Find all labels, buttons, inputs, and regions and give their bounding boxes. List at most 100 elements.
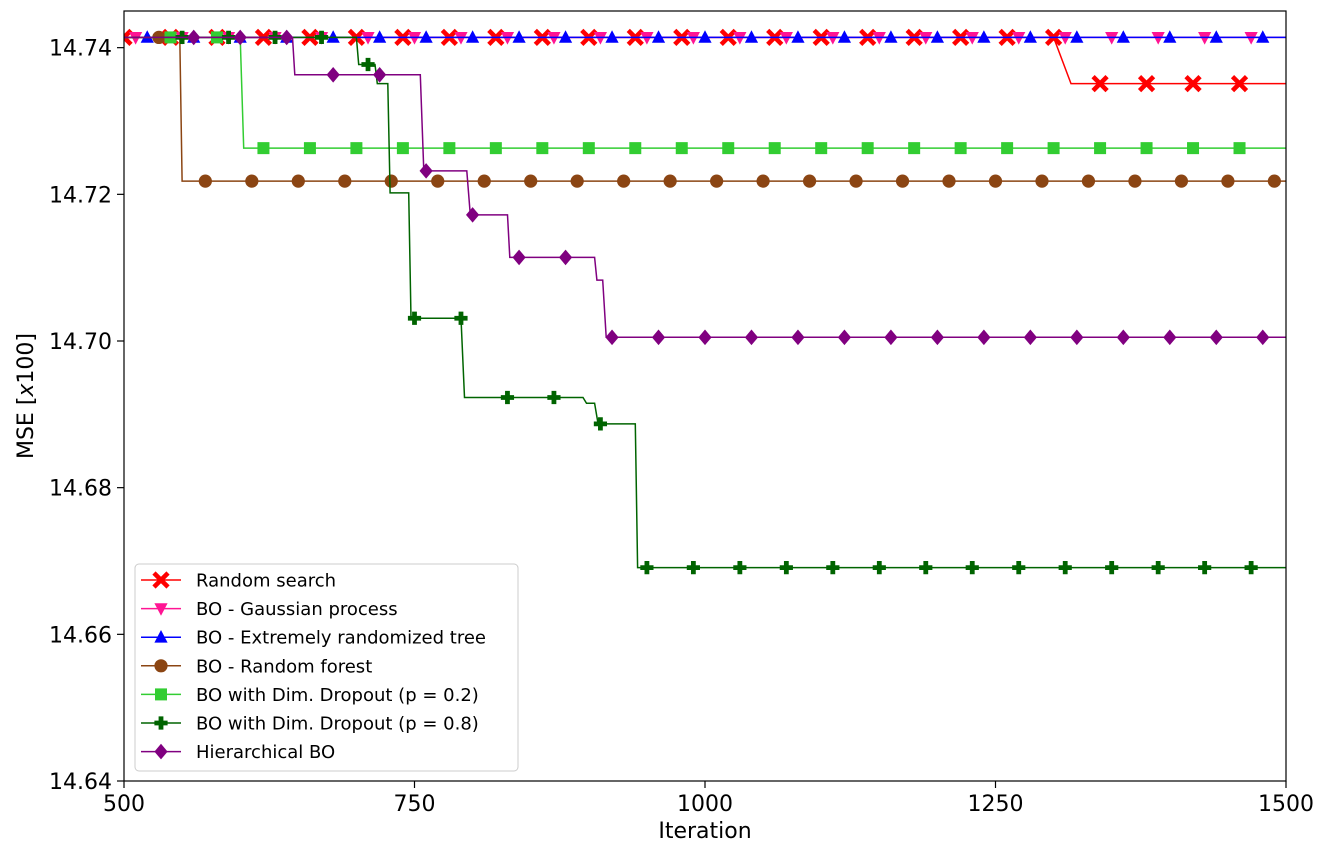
y-axis-label: MSE [x100] [14,333,39,459]
data-point [303,142,316,155]
data-point [280,29,294,46]
legend-label: BO - Gaussian process [196,599,398,620]
legend-item: BO - Random forest [141,656,372,677]
series-line [124,36,1286,339]
legend-label: BO with Dim. Dropout (p = 0.8) [196,714,479,735]
data-point [407,311,422,325]
data-point [1001,142,1014,155]
data-point [1094,142,1107,155]
data-point [930,329,944,346]
y-axis: 14.64 14.66 14.68 14.70 14.72 14.74 [49,37,124,795]
x-tick-label: 500 [103,792,145,817]
legend: Random search BO - Gaussian process BO - E… [134,563,519,772]
legend-swatch-marker [154,630,168,643]
data-point [593,32,608,45]
data-point [1023,30,1037,43]
data-point [1070,329,1084,346]
data-point [1163,30,1177,43]
data-point [802,174,817,188]
data-point [524,174,538,188]
data-point [733,561,747,575]
data-point [1198,561,1212,575]
data-point [872,561,886,575]
data-point [779,561,793,575]
data-point [245,174,259,188]
data-point [512,30,526,43]
y-tick-label: 14.74 [49,37,112,62]
legend-label: Hierarchical BO [196,742,335,763]
data-point [768,142,781,155]
data-point [1070,30,1084,43]
data-point [722,142,735,155]
data-point [454,311,468,325]
data-point [1137,74,1156,93]
data-point [698,329,712,346]
legend-item: Hierarchical BO [141,742,335,763]
data-point [1151,561,1165,575]
data-point [988,174,1003,188]
data-point [373,67,387,83]
data-point [908,142,921,155]
data-point [640,32,654,45]
data-point [419,30,433,43]
data-point [663,174,677,188]
data-point [837,329,852,346]
data-point [617,174,631,188]
x-axis: 500 750 1000 1250 1500 [103,781,1314,817]
data-point [686,561,700,575]
data-point [629,142,642,155]
legend-swatch-marker [154,716,168,730]
data-point [314,30,329,44]
data-point [884,329,898,346]
data-point [582,142,595,155]
data-point [124,28,133,47]
data-point [396,142,409,155]
data-point [1116,329,1130,346]
y-tick-label: 14.66 [49,623,112,648]
data-point [1105,32,1119,45]
data-point [675,142,688,155]
data-point [1023,329,1037,346]
data-point [698,30,712,43]
y-tick-label: 14.70 [49,330,112,355]
data-point [1256,329,1270,346]
data-point [129,32,143,45]
data-point [1058,32,1072,45]
x-tick-label: 750 [394,792,436,817]
data-point [489,142,502,155]
data-point [350,142,363,155]
x-tick-label: 1500 [1258,792,1314,817]
data-point [547,32,561,45]
data-point [547,390,561,405]
data-point [500,390,515,405]
data-point [942,174,956,188]
data-point [384,174,398,188]
y-axis-label-suffix: 100] [14,333,39,384]
legend-label: BO with Dim. Dropout (p = 0.2) [196,685,479,706]
data-point [454,32,468,45]
data-point [1035,174,1049,188]
data-point [779,32,793,45]
x-tick-label: 1000 [677,792,733,817]
data-point [443,142,456,155]
data-point [744,30,759,43]
data-point [1221,174,1235,188]
data-point [1140,142,1153,155]
data-point [477,174,491,188]
data-point [1163,329,1177,346]
data-point [884,30,898,43]
data-point [686,32,700,45]
data-point [500,32,515,45]
data-point [1128,174,1142,188]
data-point [1209,329,1223,346]
x-tick-label: 1250 [968,792,1024,817]
data-point [512,249,526,266]
data-point [1105,561,1119,575]
legend-item: Random search [141,571,336,592]
data-point [919,32,933,45]
data-point [965,561,979,575]
data-point [1174,174,1189,188]
data-point [1256,30,1270,43]
data-point [1151,32,1165,45]
